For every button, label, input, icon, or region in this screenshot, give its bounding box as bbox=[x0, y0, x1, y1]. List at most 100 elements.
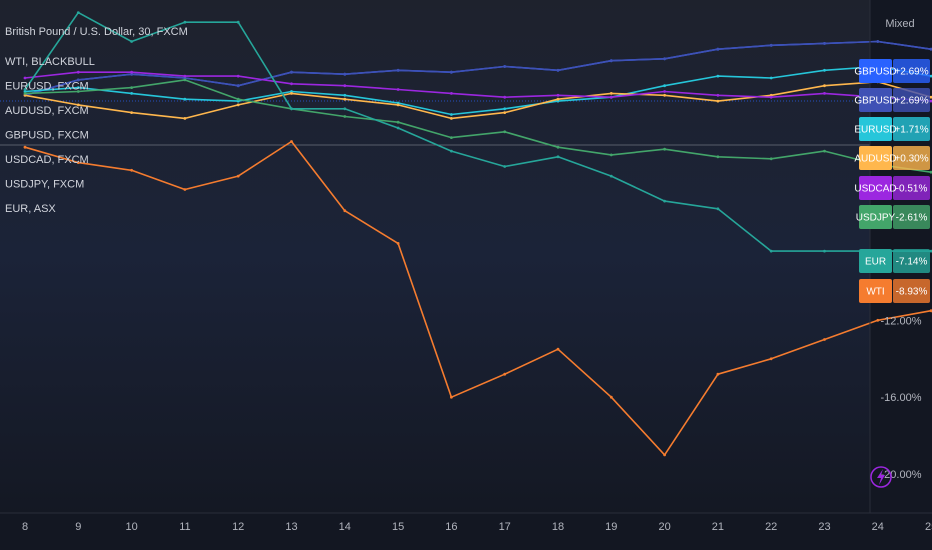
data-point-usdcad-4-15 bbox=[823, 92, 826, 95]
data-point-audusd-3-13 bbox=[716, 99, 720, 103]
lightning-button[interactable] bbox=[870, 466, 892, 488]
data-point-usdcad-4-11 bbox=[609, 95, 613, 99]
legend-item[interactable]: WTI, BLACKBULL bbox=[5, 56, 95, 68]
data-point-usdcad-4-1 bbox=[76, 70, 80, 74]
value-badge-eurusd[interactable]: EURUSD+1.71% bbox=[854, 117, 930, 141]
data-point-wti-7-16 bbox=[876, 318, 880, 322]
data-point-eur-6-11 bbox=[609, 174, 613, 178]
value-badge-usdcad[interactable]: USDCAD -0.51% bbox=[854, 176, 930, 200]
data-point-audusd-3-10 bbox=[556, 97, 560, 101]
data-point-eur-6-5 bbox=[290, 107, 293, 111]
data-point-wti-7-11 bbox=[609, 395, 613, 399]
x-axis-ticks: 8910111213141516171819202122232425262728… bbox=[22, 521, 932, 533]
data-point-eurusd-2-8 bbox=[450, 113, 453, 116]
data-point-usdcad-4-13 bbox=[716, 93, 720, 97]
data-point-eurusd-2-14 bbox=[769, 76, 773, 80]
data-point-audusd-3-1 bbox=[76, 103, 80, 107]
data-point-gbpusd-1-5 bbox=[290, 70, 293, 74]
legend-item[interactable]: AUDUSD, FXCM bbox=[5, 105, 89, 117]
badge-value: -2.61% bbox=[896, 213, 928, 224]
badge-value-bg bbox=[893, 279, 930, 303]
data-point-gbpusd-1-9 bbox=[503, 65, 507, 68]
x-tick-label: 25 bbox=[925, 521, 932, 533]
data-point-audusd-3-2 bbox=[130, 111, 134, 114]
data-point-eurusd-2-2 bbox=[130, 92, 134, 95]
value-badge-usdjpy[interactable]: USDJPY -2.61% bbox=[856, 205, 930, 229]
data-point-gbpusd-1-14 bbox=[769, 43, 773, 47]
data-point-wti-7-14 bbox=[769, 357, 773, 361]
data-point-wti-7-15 bbox=[823, 338, 826, 341]
x-tick-label: 22 bbox=[765, 521, 777, 533]
data-point-eur-6-12 bbox=[663, 199, 666, 203]
legend-item[interactable]: USDCAD, FXCM bbox=[5, 154, 89, 166]
badge-symbol: WTI bbox=[866, 287, 884, 298]
data-point-usdjpy-5-12 bbox=[663, 147, 666, 151]
data-point-eurusd-2-1 bbox=[76, 86, 80, 89]
badge-value-bg bbox=[893, 249, 930, 273]
data-point-gbpusd-1-10 bbox=[556, 68, 560, 72]
data-point-audusd-3-15 bbox=[823, 84, 826, 88]
x-tick-label: 11 bbox=[179, 521, 190, 533]
data-point-usdcad-4-9 bbox=[503, 95, 507, 99]
y-tick-label: -20.00% bbox=[881, 469, 922, 481]
data-point-audusd-3-11 bbox=[609, 92, 613, 95]
data-point-usdjpy-5-0 bbox=[23, 92, 27, 95]
x-tick-label: 18 bbox=[552, 521, 564, 533]
y-tick-label: -16.00% bbox=[881, 392, 922, 404]
value-badge-eur[interactable]: EUR -7.14% bbox=[859, 249, 930, 273]
data-point-eurusd-2-9 bbox=[503, 107, 507, 111]
badge-symbol-bg bbox=[859, 88, 892, 112]
right-value-labels: GBPUSD+2.69% GBPUSD+2.69% EURUSD+1.71% AUDU… bbox=[854, 59, 930, 303]
value-badge-wti[interactable]: WTI -8.93% bbox=[859, 279, 930, 303]
data-point-eur-6-13 bbox=[716, 207, 720, 211]
badge-value: -0.51% bbox=[896, 184, 928, 195]
data-point-wti-7-1 bbox=[76, 161, 80, 165]
badge-symbol: GBPUSD bbox=[854, 96, 896, 107]
x-tick-label: 9 bbox=[75, 521, 81, 533]
main-title[interactable]: British Pound / U.S. Dollar, 30, FXCM bbox=[5, 26, 188, 38]
data-point-usdjpy-5-4 bbox=[236, 97, 240, 101]
badge-value-bg bbox=[893, 176, 930, 200]
badge-value: +1.71% bbox=[894, 125, 928, 136]
data-point-usdcad-4-10 bbox=[556, 93, 560, 97]
legend-item[interactable]: EURUSD, FXCM bbox=[5, 81, 89, 93]
x-tick-label: 19 bbox=[605, 521, 617, 533]
data-point-wti-7-7 bbox=[396, 242, 400, 245]
data-point-audusd-3-4 bbox=[236, 103, 240, 107]
x-tick-label: 17 bbox=[499, 521, 511, 533]
x-tick-label: 21 bbox=[712, 521, 724, 533]
data-point-wti-7-13 bbox=[716, 372, 720, 376]
legend-item[interactable]: USDJPY, FXCM bbox=[5, 179, 84, 191]
data-point-usdjpy-5-2 bbox=[130, 86, 134, 89]
data-point-gbpusd-1-12 bbox=[663, 57, 666, 61]
data-point-eurusd-2-3 bbox=[183, 97, 187, 101]
scale-mode-label[interactable]: Mixed bbox=[885, 18, 914, 30]
data-point-audusd-3-5 bbox=[290, 92, 293, 95]
data-point-usdjpy-5-15 bbox=[823, 149, 826, 153]
data-point-usdcad-4-4 bbox=[236, 74, 240, 78]
legend-item[interactable]: GBPUSD, FXCM bbox=[5, 130, 89, 142]
data-point-eurusd-2-13 bbox=[716, 74, 720, 78]
badge-value: -8.93% bbox=[896, 287, 928, 298]
lightning-button-ring[interactable] bbox=[870, 466, 892, 488]
badge-symbol: USDJPY bbox=[856, 213, 896, 224]
data-point-gbpusd-1-8 bbox=[450, 70, 453, 74]
badge-symbol-bg bbox=[859, 249, 892, 273]
data-point-wti-7-6 bbox=[343, 209, 347, 213]
value-badge-gbpusd[interactable]: GBPUSD+2.69% bbox=[854, 59, 930, 83]
badge-value-bg bbox=[893, 146, 930, 170]
badge-value-bg bbox=[893, 205, 930, 229]
data-point-audusd-3-17 bbox=[929, 95, 932, 99]
data-point-wti-7-0 bbox=[23, 145, 27, 149]
data-point-usdjpy-5-11 bbox=[609, 153, 613, 157]
data-point-usdjpy-5-9 bbox=[503, 130, 507, 134]
data-point-eur-6-6 bbox=[343, 107, 347, 111]
x-tick-label: 13 bbox=[285, 521, 297, 533]
data-point-wti-7-2 bbox=[130, 168, 134, 172]
legend-item[interactable]: EUR, ASX bbox=[5, 203, 56, 215]
x-tick-label: 16 bbox=[445, 521, 457, 533]
value-badge-audusd[interactable]: AUDUSD+0.30% bbox=[854, 146, 930, 170]
value-badge-gbpusd[interactable]: GBPUSD+2.69% bbox=[854, 88, 930, 112]
data-point-gbpusd-1-1 bbox=[76, 78, 80, 82]
